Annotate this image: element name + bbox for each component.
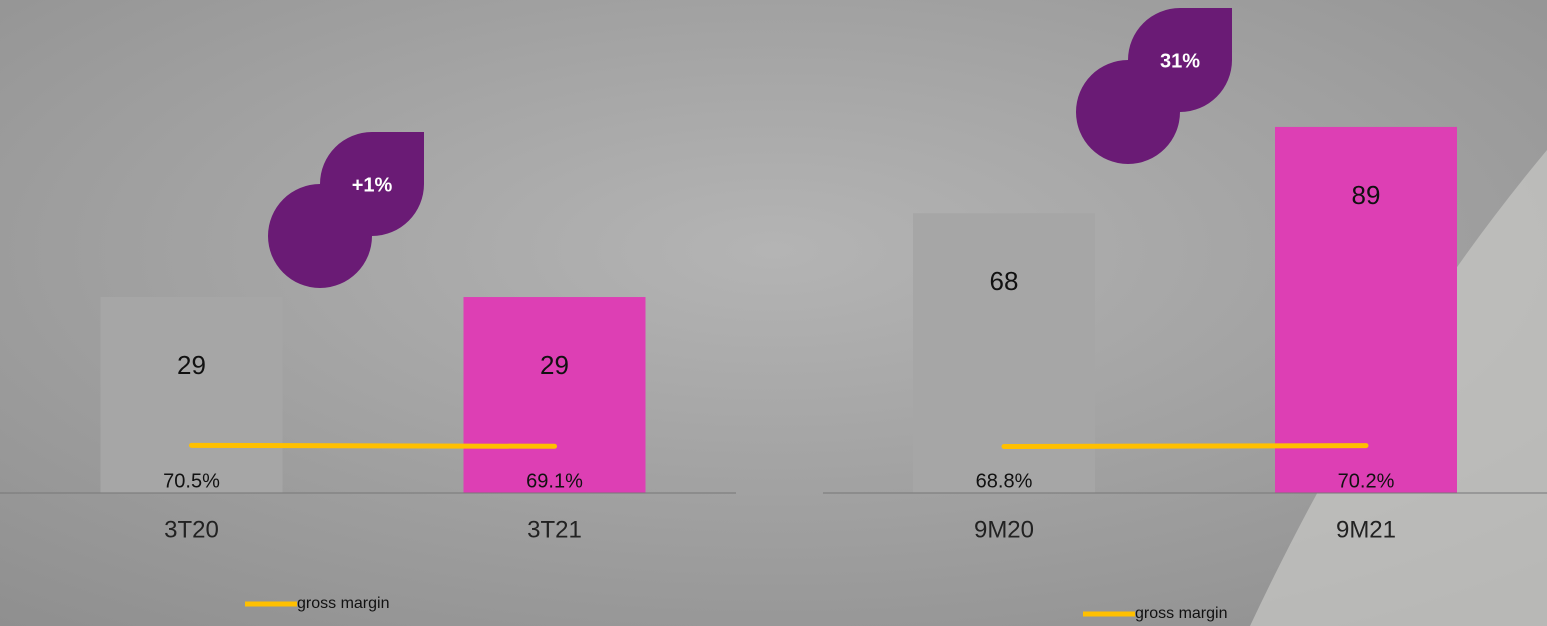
bar-value-label: 89 [1352, 180, 1381, 210]
bar [913, 213, 1095, 493]
line-value-label: 70.2% [1338, 470, 1395, 492]
x-tick-label: 9M20 [974, 516, 1034, 543]
annotation-badge [268, 132, 424, 288]
line [189, 442, 557, 449]
line-value-label: 69.1% [526, 470, 583, 492]
annotation-badge [1076, 8, 1232, 164]
bar [463, 297, 646, 493]
annotation: 31% [1160, 50, 1200, 72]
line-value-label: 70.5% [163, 470, 220, 492]
line [1001, 443, 1369, 450]
x-tick-label: 9M21 [1336, 516, 1396, 543]
annotation: +1% [352, 174, 393, 196]
x-tick-label: 3T20 [164, 516, 219, 543]
legend-label: gross margin [297, 595, 389, 612]
bar-value-label: 29 [177, 350, 206, 380]
line-value-label: 68.8% [976, 470, 1033, 492]
bar [1275, 126, 1457, 493]
legend-label: gross margin [1135, 605, 1227, 622]
x-tick-label: 3T21 [527, 516, 582, 543]
bar [100, 297, 283, 493]
bar-value-label: 68 [990, 266, 1019, 296]
bar-value-label: 29 [540, 350, 569, 380]
